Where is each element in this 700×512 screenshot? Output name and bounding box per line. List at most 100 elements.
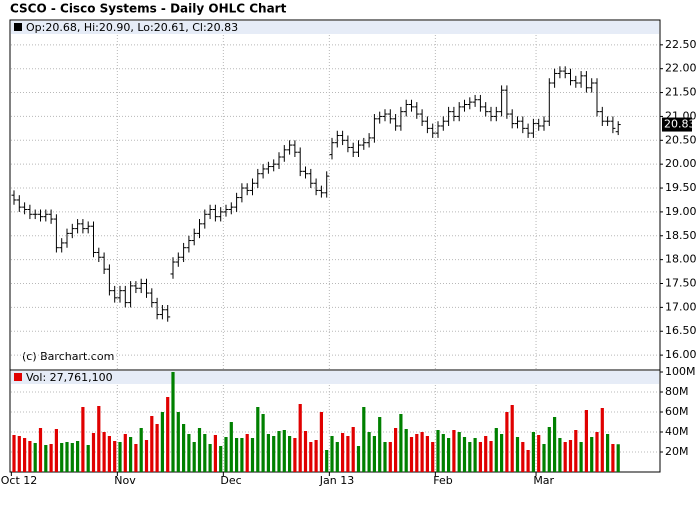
plot-layer: Oct 12 Nov Dec Jan 13 Feb Mar 16.00 16.50 17.00 1… xyxy=(1,35,697,487)
ohlc-bar xyxy=(154,297,160,320)
ohlc-bar xyxy=(250,178,255,196)
ohlc-bar xyxy=(96,247,102,263)
volume-bar xyxy=(314,440,318,472)
volume-bar xyxy=(351,427,355,472)
volume-bar xyxy=(91,433,96,472)
volume-bar xyxy=(155,424,159,472)
volume-bar xyxy=(510,405,514,472)
ohlc-bar xyxy=(398,106,404,131)
volume-bar xyxy=(611,444,615,472)
volume-bar xyxy=(436,430,440,472)
ohlc-bar xyxy=(483,102,489,117)
volume-bar xyxy=(33,443,37,472)
volume-bar xyxy=(298,404,302,472)
volume-bar xyxy=(293,438,297,472)
ohlc-bar xyxy=(191,228,197,246)
ohlc-bar xyxy=(393,114,399,131)
y-tick-label: 17.50 xyxy=(665,277,697,290)
volume-bar xyxy=(171,372,175,472)
last-price-label: 20.83 xyxy=(664,118,696,131)
ohlc-bar xyxy=(488,106,494,122)
volume-bar xyxy=(76,441,80,472)
ohlc-bar xyxy=(324,171,330,198)
ohlc-bar xyxy=(212,204,218,222)
volume-bar xyxy=(505,412,509,472)
volume-bar xyxy=(166,397,170,472)
ohlc-bar xyxy=(181,242,187,263)
ohlc-bar xyxy=(287,140,293,155)
volume-bar xyxy=(12,435,16,472)
y-tick-label: 16.00 xyxy=(665,348,697,361)
volume-bar xyxy=(521,442,525,472)
y-tick-label: 21.50 xyxy=(665,86,697,99)
volume-bar xyxy=(118,442,122,472)
ohlc-bar xyxy=(11,190,17,205)
ohlc-bar xyxy=(170,257,176,279)
ohlc-bar xyxy=(446,106,452,126)
last-price-box xyxy=(662,117,692,132)
volume-bar xyxy=(367,432,371,472)
ohlc-bar xyxy=(340,130,346,146)
volume-bar xyxy=(160,412,164,472)
volume-bar xyxy=(388,442,392,472)
ohlc-bar xyxy=(122,285,128,308)
ohlc-bar xyxy=(472,94,478,107)
volume-bar xyxy=(229,422,233,472)
volume-bar xyxy=(107,436,111,472)
x-tick-label: Dec xyxy=(220,474,241,487)
x-tick-label: Feb xyxy=(433,474,452,487)
ohlc-bar xyxy=(361,137,367,150)
volume-bars xyxy=(12,372,620,472)
x-tick-label: Oct 12 xyxy=(1,474,38,487)
ohlc-bar xyxy=(175,252,181,267)
ohlc-bar xyxy=(308,168,314,189)
ohlc-bar xyxy=(371,114,377,143)
ohlc-bar xyxy=(80,219,86,234)
volume-bar xyxy=(129,437,133,472)
y-tick-label: 40M xyxy=(665,425,689,438)
ohlc-bar xyxy=(91,221,96,258)
ohlc-bar xyxy=(32,209,38,220)
volume-legend-text: Vol: 27,761,100 xyxy=(26,371,113,384)
ohlc-bar xyxy=(350,142,356,158)
ohlc-bar xyxy=(599,106,605,126)
ohlc-bar xyxy=(207,204,213,220)
volume-bar xyxy=(65,442,69,472)
volume-bar xyxy=(23,438,27,472)
ohlc-bar xyxy=(530,118,536,138)
ohlc-bar xyxy=(477,94,483,112)
volume-bar xyxy=(494,428,498,472)
volume-bar xyxy=(431,442,435,472)
chart-title: CSCO - Cisco Systems - Daily OHLC Chart xyxy=(10,2,287,16)
ohlc-bar xyxy=(562,66,568,79)
volume-bar xyxy=(49,444,53,472)
ohlc-bar xyxy=(43,209,49,222)
ohlc-bar xyxy=(583,71,589,93)
volume-bar xyxy=(574,430,578,472)
x-tick-label: Nov xyxy=(114,474,136,487)
volume-bar xyxy=(288,436,292,472)
y-tick-label: 20.00 xyxy=(665,157,697,170)
x-tick-label: Mar xyxy=(533,474,554,487)
ohlc-bar xyxy=(424,116,430,134)
ohlc-bar xyxy=(271,159,277,172)
volume-bar xyxy=(54,429,58,472)
ohlc-bar xyxy=(53,214,59,253)
volume-bar xyxy=(378,417,382,472)
y-tick-label: 17.00 xyxy=(665,300,697,313)
volume-bar xyxy=(341,433,345,472)
volume-bar xyxy=(60,443,64,472)
volume-bar xyxy=(81,407,85,472)
volume-bar xyxy=(372,436,376,472)
ohlc-bar xyxy=(144,278,149,298)
ohlc-bar xyxy=(615,121,621,136)
ohlc-bar xyxy=(313,178,319,196)
volume-bar xyxy=(595,432,599,472)
ohlc-bar xyxy=(541,116,547,131)
ohlc-bar xyxy=(366,133,372,148)
volume-bar xyxy=(102,432,106,472)
ohlc-bar xyxy=(186,235,192,253)
ohlc-bar xyxy=(440,116,446,131)
volume-legend-swatch xyxy=(14,373,22,381)
volume-bar xyxy=(213,435,217,472)
